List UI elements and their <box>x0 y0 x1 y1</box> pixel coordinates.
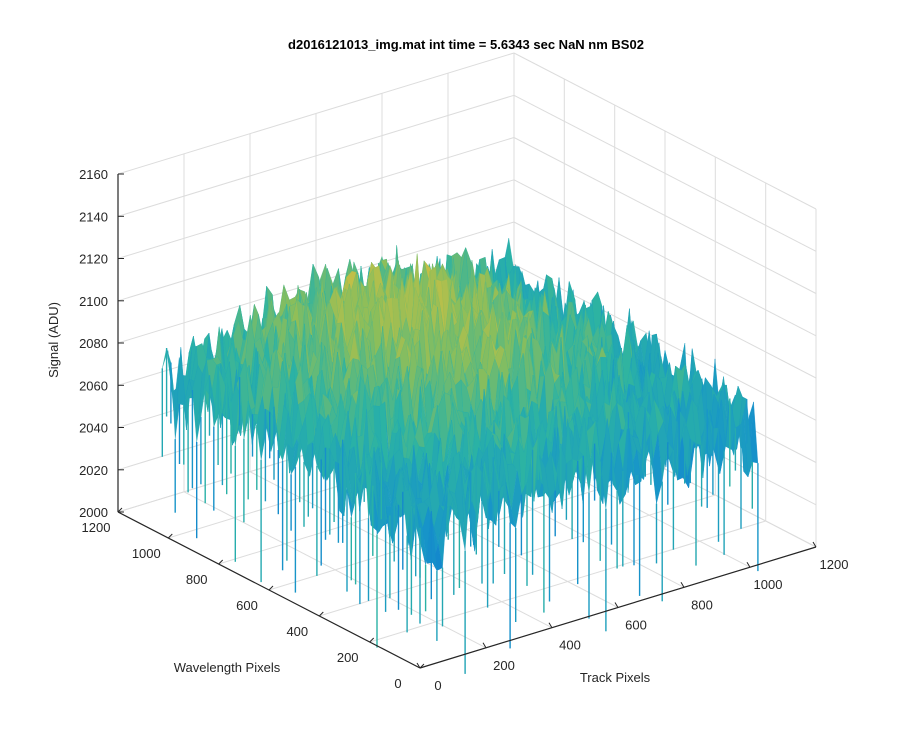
z-tick-label: 2100 <box>79 294 108 309</box>
grid-line <box>513 179 817 337</box>
y-tick-mark <box>218 559 224 565</box>
y-tick-label: 600 <box>236 598 258 613</box>
grid-line <box>513 221 817 379</box>
grid-line <box>117 94 515 217</box>
x-tick-mark <box>680 582 685 588</box>
z-tick-label: 2160 <box>79 167 108 182</box>
grid-line <box>117 137 515 259</box>
grid-line <box>117 52 515 175</box>
y-tick-mark <box>117 507 123 513</box>
x-tick-label: 400 <box>559 638 581 653</box>
x-tick-label: 800 <box>691 597 713 612</box>
z-tick-label: 2080 <box>79 336 108 351</box>
y-tick-mark <box>369 637 375 643</box>
grid-line <box>117 179 515 302</box>
z-axis-label: Signal (ADU) <box>46 302 61 378</box>
grid-line <box>513 137 817 294</box>
y-tick-mark <box>419 663 425 669</box>
z-tick-label: 2060 <box>79 378 108 393</box>
x-tick-label: 1200 <box>820 557 849 572</box>
x-tick-mark <box>812 541 817 548</box>
x-tick-mark <box>416 662 421 669</box>
x-tick-label: 1000 <box>754 577 783 592</box>
grid-line <box>369 520 766 643</box>
x-axis-label: Track Pixels <box>580 670 651 685</box>
axes <box>117 173 817 669</box>
z-tick-label: 2140 <box>79 209 108 224</box>
y-tick-label: 1200 <box>82 520 111 535</box>
x-tick-mark <box>548 622 553 628</box>
grid-line <box>513 94 817 252</box>
y-tick-mark <box>268 585 274 591</box>
z-tick-label: 2120 <box>79 252 108 267</box>
x-tick-label: 600 <box>625 618 647 633</box>
grid-line <box>513 52 817 210</box>
y-axis-label: Wavelength Pixels <box>174 660 281 675</box>
tick-labels: 0 200 400 600 800 1000 1200 0 200 400 600 800 1000 12… <box>79 167 848 693</box>
x-tick-label: 0 <box>434 678 441 693</box>
y-tick-label: 400 <box>286 624 308 639</box>
surface-mesh <box>161 237 759 674</box>
x-tick-mark <box>482 642 487 649</box>
y-tick-label: 200 <box>337 650 359 665</box>
z-tick-label: 2040 <box>79 421 108 436</box>
x-tick-mark <box>746 561 751 568</box>
z-tick-label: 2020 <box>79 463 108 478</box>
y-tick-mark <box>167 533 173 539</box>
x-tick-label: 200 <box>493 658 515 673</box>
y-tick-label: 1000 <box>132 546 161 561</box>
y-tick-label: 0 <box>394 676 401 691</box>
x-tick-mark <box>614 602 619 608</box>
y-tick-mark <box>318 611 324 617</box>
grid-line <box>513 263 817 421</box>
y-tick-label: 800 <box>186 572 208 587</box>
z-tick-label: 2000 <box>79 505 108 520</box>
chart-title: d2016121013_img.mat int time = 5.6343 se… <box>288 37 644 52</box>
